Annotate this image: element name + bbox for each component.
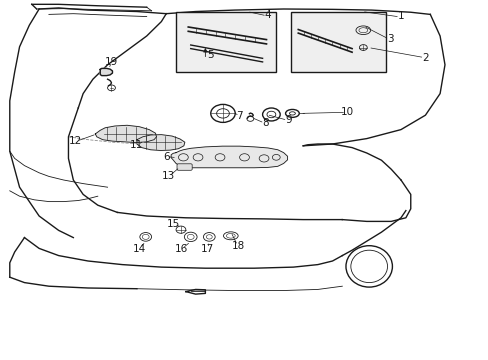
Polygon shape bbox=[137, 135, 184, 150]
FancyBboxPatch shape bbox=[177, 164, 192, 170]
Text: 12: 12 bbox=[69, 136, 82, 146]
Polygon shape bbox=[171, 146, 287, 168]
Text: 11: 11 bbox=[130, 140, 143, 150]
Text: 5: 5 bbox=[206, 50, 213, 60]
Text: 1: 1 bbox=[397, 11, 404, 21]
Text: 8: 8 bbox=[262, 118, 268, 128]
FancyBboxPatch shape bbox=[290, 12, 386, 72]
Polygon shape bbox=[100, 68, 112, 76]
Text: 7: 7 bbox=[236, 111, 243, 121]
Text: 17: 17 bbox=[201, 244, 214, 254]
Text: 15: 15 bbox=[166, 219, 180, 229]
Text: 9: 9 bbox=[285, 114, 291, 125]
Text: 13: 13 bbox=[162, 171, 175, 181]
Text: 6: 6 bbox=[163, 152, 169, 162]
Text: 19: 19 bbox=[104, 57, 118, 67]
Polygon shape bbox=[95, 125, 156, 143]
Text: 16: 16 bbox=[175, 244, 188, 254]
Text: 3: 3 bbox=[386, 33, 393, 44]
Text: 18: 18 bbox=[231, 240, 245, 251]
Text: 4: 4 bbox=[264, 10, 271, 20]
Text: 2: 2 bbox=[421, 53, 428, 63]
Text: 10: 10 bbox=[340, 107, 353, 117]
Text: 14: 14 bbox=[132, 244, 146, 254]
FancyBboxPatch shape bbox=[176, 12, 276, 72]
